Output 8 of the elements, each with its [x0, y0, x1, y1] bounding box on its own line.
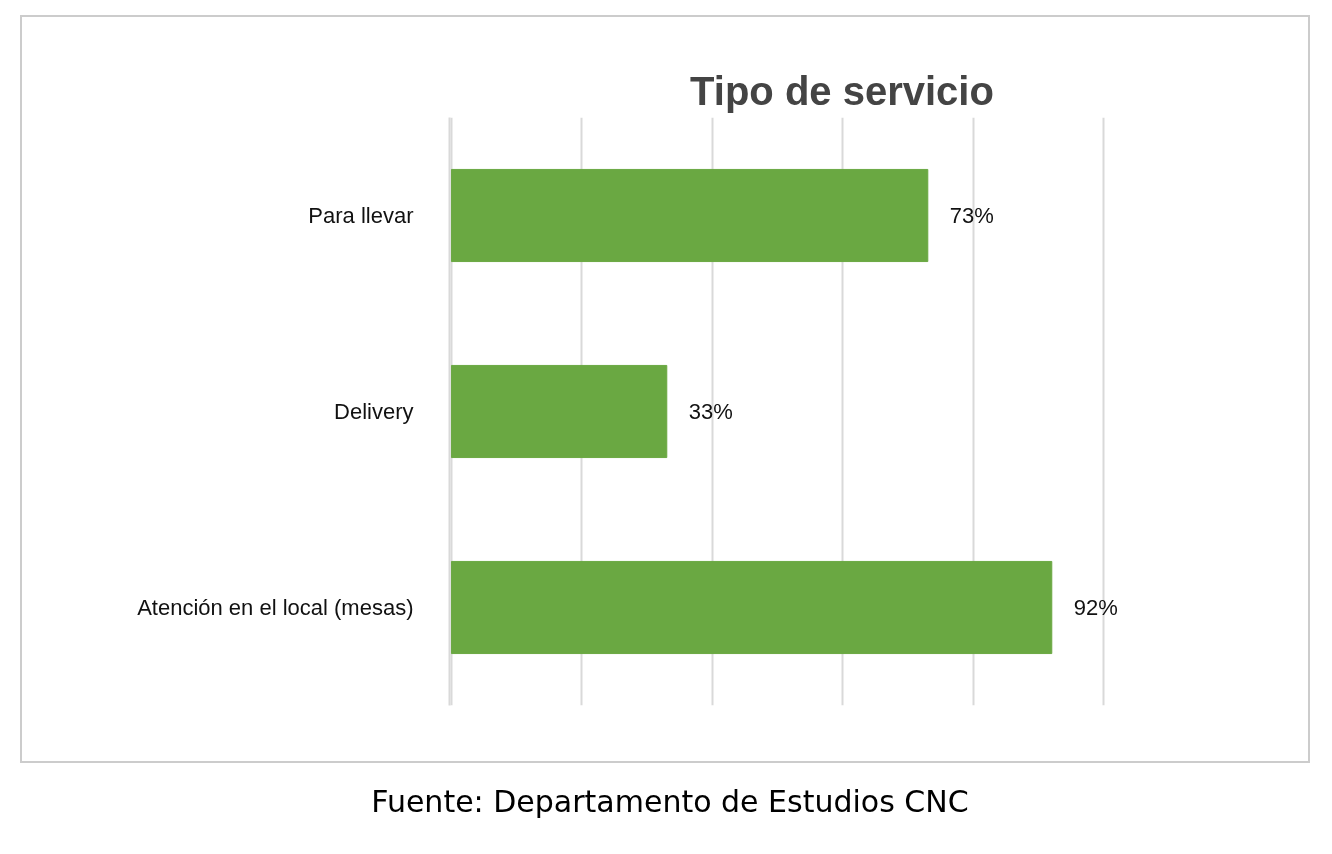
data-label: 92%: [1073, 595, 1118, 620]
y-tick-label: Delivery: [334, 399, 414, 424]
data-label: 33%: [688, 399, 733, 424]
chart-title: Tipo de servicio: [690, 68, 994, 113]
source-note: Fuente: Departamento de Estudios CNC: [371, 783, 969, 821]
data-label: 73%: [949, 203, 994, 228]
y-tick-label: Atención en el local (mesas): [137, 595, 414, 620]
y-tick-label: Para llevar: [308, 203, 414, 228]
